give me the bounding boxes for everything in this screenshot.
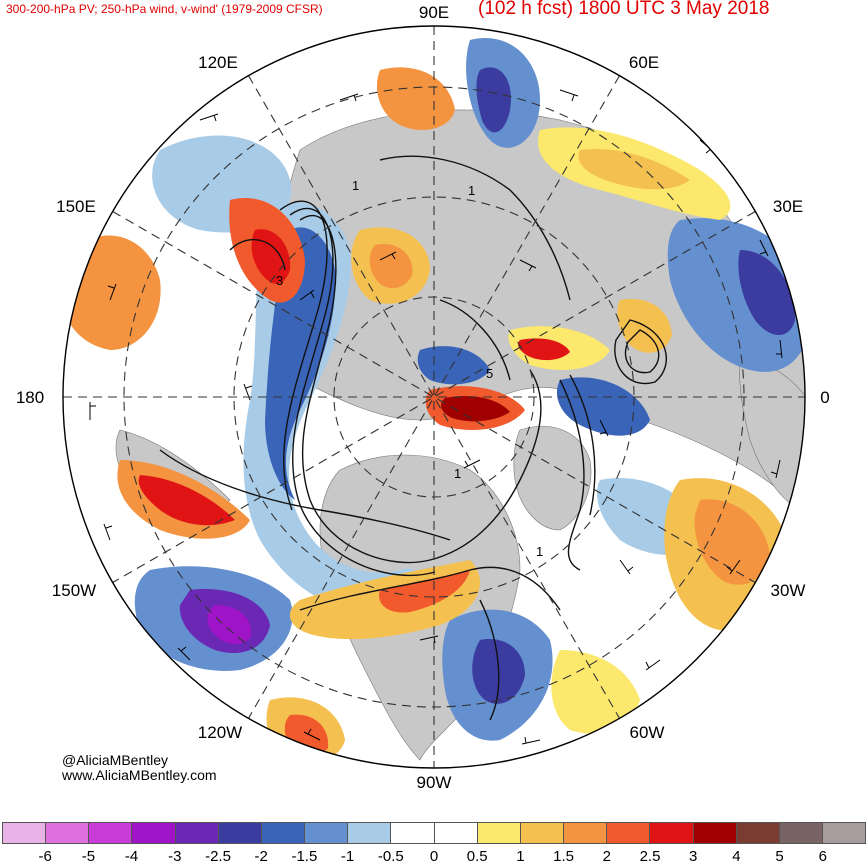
lon-label-60e: 60E [629,53,659,72]
contour-label: 1 [454,466,461,481]
colorbar-tick-label: 0 [429,848,439,865]
lon-label-120w: 120W [198,723,242,742]
credit-handle: @AliciaMBentley [62,752,169,768]
colorbar-swatch [89,823,133,843]
lon-label-30w: 30W [771,581,806,600]
colorbar-tick-label: 2.5 [639,848,661,865]
contour-label: 3 [276,273,283,288]
colorbar-swatch [175,823,219,843]
lon-label-150e: 150E [56,197,96,216]
colorbar-tick-label: 1 [516,848,525,865]
colorbar-tick-label: 3 [689,848,698,865]
colorbar-tick-label: -3 [168,848,182,865]
contour-label: 1 [352,178,359,193]
colorbar-tick-label: -2 [254,848,268,865]
product-title: 300-200-hPa PV; 250-hPa wind, v-wind' (1… [6,2,323,16]
colorbar-swatch [305,823,349,843]
colorbar-tick-label: -1 [340,848,355,865]
colorbar-tick-label: -1.5 [291,848,318,865]
lon-label-30e: 30E [773,197,803,216]
contour-label: 1 [468,183,475,198]
colorbar-swatch [261,823,306,843]
colorbar-tick-label: -5 [81,848,96,865]
colorbar-tick-label: -2.5 [205,848,231,865]
colorbar-swatch [520,823,565,843]
colorbar-swatch [650,823,694,843]
lon-label-180: 180 [16,388,44,407]
pv-contours [159,155,668,721]
colorbar-tick-label: -6 [38,848,52,865]
colorbar-swatch [822,823,866,843]
lon-label-90w: 90W [417,773,452,792]
colorbar-swatch [693,823,737,843]
colorbar-swatch [348,823,392,843]
lon-label-60w: 60W [630,723,665,742]
contour-label: 5 [486,366,493,381]
colorbar-swatch [564,823,608,843]
colorbar-tick-label: 5 [775,848,784,865]
colorbar-tick-label: 0.5 [466,848,488,865]
colorbar-swatch [779,823,823,843]
wind-barbs [89,89,783,745]
colorbar-swatch [434,823,478,843]
colorbar-swatch [477,823,521,843]
colorbar-swatch [391,823,435,843]
lon-label-90e: 90E [419,3,449,22]
colorbar-tick-label: 2 [602,848,611,865]
colorbar-swatch [607,823,651,843]
map-border [62,25,806,769]
colorbar-tick-label: -0.5 [377,848,404,865]
colorbar-tick-label: 1.5 [553,848,575,865]
lon-label-0: 0 [820,388,829,407]
lat-lon-grid [63,26,805,768]
colorbar-swatch [218,823,262,843]
colorbar-tick-label: 4 [732,848,741,865]
lon-label-120e: 120E [198,53,238,72]
colorbar-ticks: -6 -5 -4 -3 -2.5 -2 -1.5 -1 -0.5 0 0.5 1 1.5 2 2.5 3 4 5 6 [2,848,866,865]
colorbar-swatch [46,823,90,843]
forecast-time: (102 h fcst) 1800 UTC 3 May 2018 [478,0,770,19]
colorbar-tick-label: -4 [124,848,139,865]
colorbar-swatch [3,823,47,843]
pv-positive-anomalies [63,67,790,764]
colorbar [2,822,866,844]
colorbar-swatch [132,823,176,843]
colorbar-swatch [736,823,780,843]
colorbar-tick-label: 6 [818,848,827,865]
contour-label: 1 [536,544,543,559]
lon-label-150w: 150W [52,581,96,600]
credit-website: www.AliciaMBentley.com [62,767,217,783]
